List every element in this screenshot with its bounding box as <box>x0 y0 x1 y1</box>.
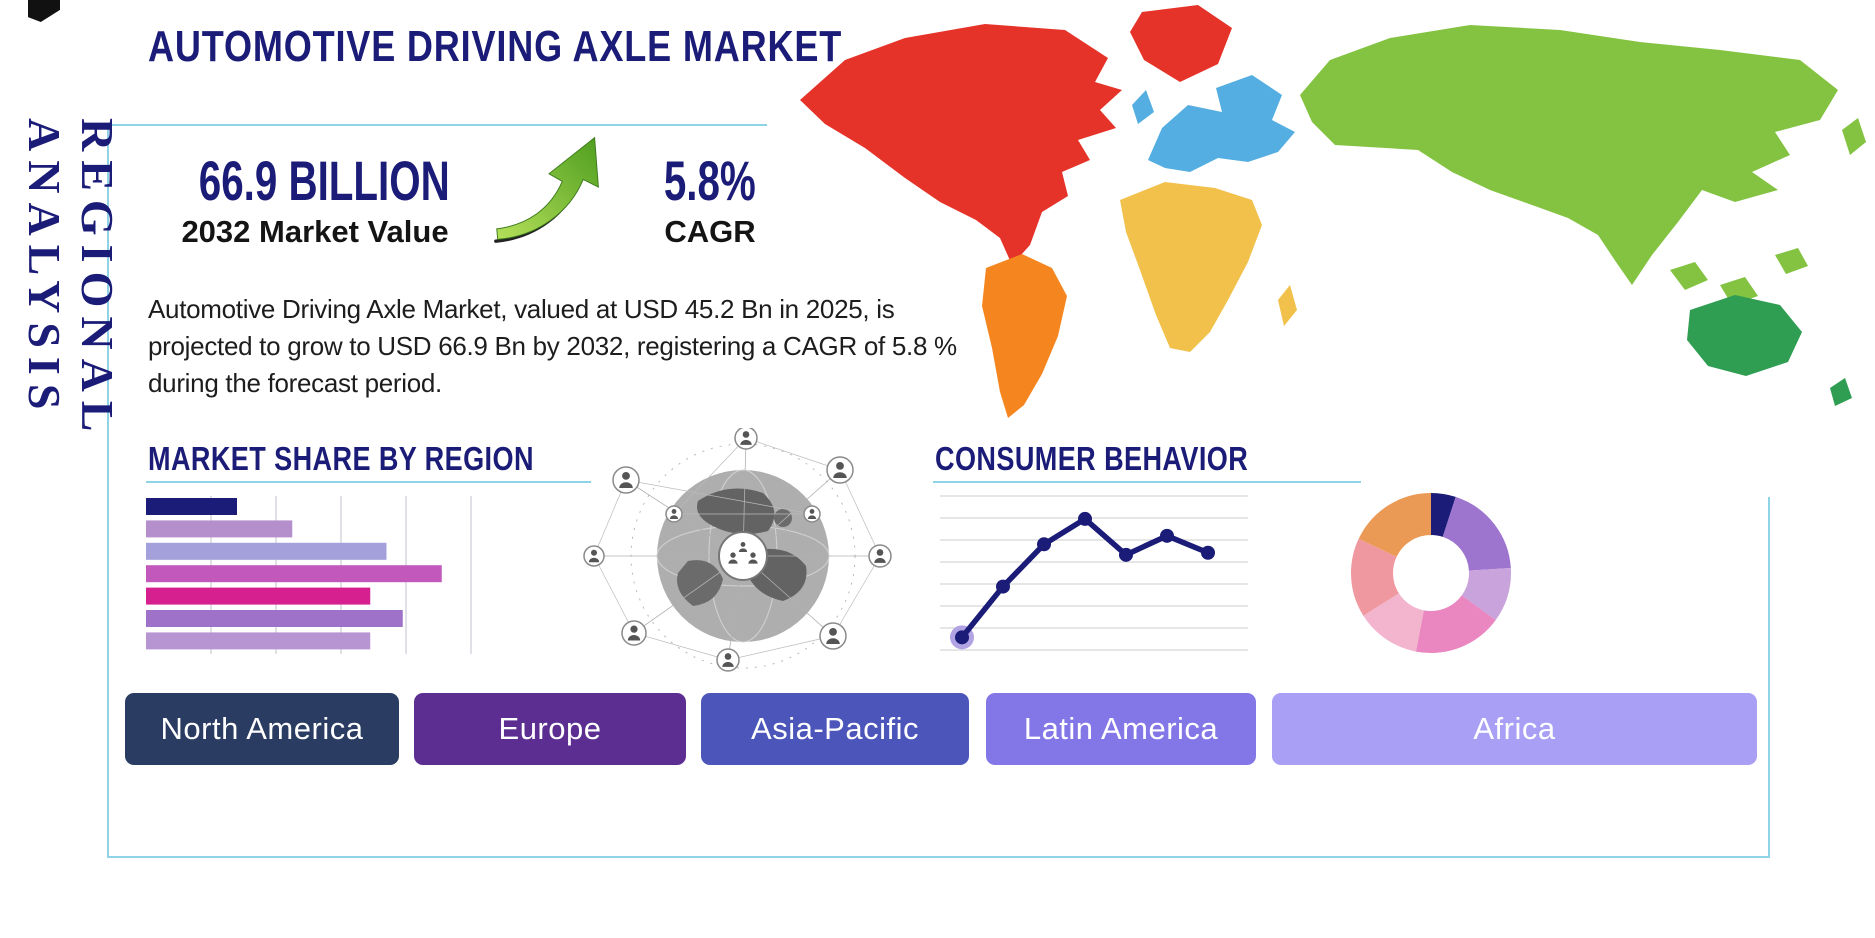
map-africa <box>1120 182 1262 352</box>
map-se-asia <box>1775 248 1808 274</box>
map-new-zealand <box>1830 378 1852 406</box>
market-value-number: 66.9 BILLION <box>198 149 450 212</box>
region-button-africa[interactable]: Africa <box>1272 693 1757 765</box>
market-share-heading: MARKET SHARE BY REGION <box>148 440 534 477</box>
page-title-text: AUTOMOTIVE DRIVING AXLE MARKET <box>148 22 843 71</box>
market-share-bar-chart <box>146 496 472 654</box>
region-button-label: Africa <box>1473 711 1556 746</box>
corner-mark <box>28 0 60 22</box>
region-button-europe[interactable]: Europe <box>414 693 686 765</box>
frame-border-top <box>107 124 767 126</box>
consumer-behavior-underline <box>933 481 1361 483</box>
map-japan <box>1842 118 1866 155</box>
map-madagascar <box>1278 285 1297 326</box>
map-europe <box>1148 75 1295 172</box>
map-greenland <box>1130 5 1232 82</box>
market-description: Automotive Driving Axle Market, valued a… <box>148 294 957 398</box>
map-north-america <box>800 24 1122 265</box>
region-button-label: Europe <box>498 711 602 746</box>
growth-arrow-icon <box>492 128 606 248</box>
region-button-label: Latin America <box>1023 711 1219 746</box>
region-button-asia-pacific[interactable]: Asia-Pacific <box>701 693 969 765</box>
page-title: AUTOMOTIVE DRIVING AXLE MARKET <box>148 22 994 72</box>
consumer-behavior-heading: CONSUMER BEHAVIOR <box>935 440 1249 477</box>
map-uk <box>1132 90 1154 124</box>
map-australia <box>1687 295 1802 376</box>
region-button-label: Asia-Pacific <box>751 711 919 746</box>
region-button-latin-america[interactable]: Latin America <box>986 693 1256 765</box>
frame-border-right <box>1768 497 1770 858</box>
market-value-caption: 2032 Market Value <box>181 214 449 249</box>
map-asia <box>1300 25 1838 285</box>
consumer-behavior-line-chart <box>940 495 1248 651</box>
market-value-stat: 66.9 BILLION <box>150 148 480 213</box>
region-button-north-america[interactable]: North America <box>125 693 399 765</box>
cagr-caption: CAGR <box>664 214 756 249</box>
cagr-number: 5.8% <box>664 149 756 212</box>
world-map <box>800 5 1866 418</box>
market-donut-chart <box>1351 493 1511 653</box>
cagr-stat: 5.8% <box>645 148 775 213</box>
frame-border-left <box>107 124 109 858</box>
frame-border-bottom <box>107 856 1770 858</box>
globe-network-illustration <box>583 428 892 672</box>
map-south-america <box>982 254 1067 418</box>
side-vertical-label: REGIONAL ANALYSIS <box>19 118 123 438</box>
map-se-asia <box>1670 262 1708 290</box>
region-button-label: North America <box>160 711 364 746</box>
market-share-underline <box>146 481 591 483</box>
